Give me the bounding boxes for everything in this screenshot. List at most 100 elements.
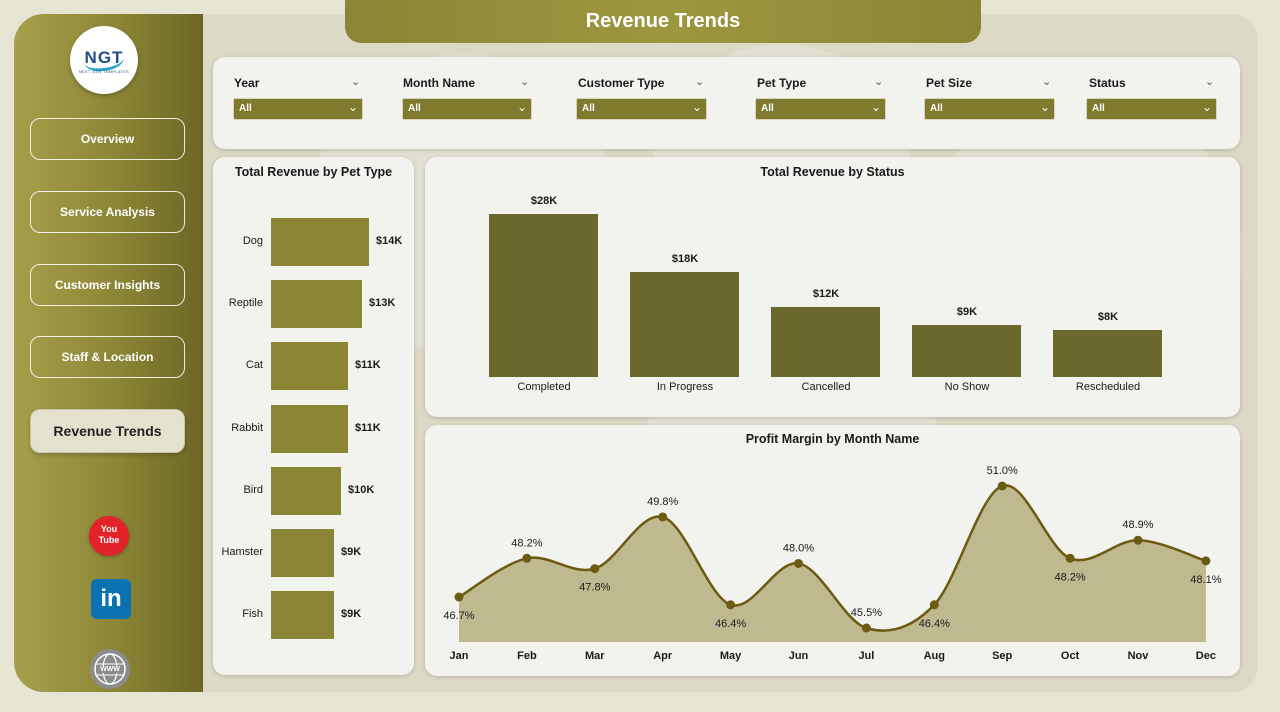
bar-category-label: No Show xyxy=(944,381,990,393)
bar-value-label: $9K xyxy=(341,608,362,621)
data-point-feb[interactable] xyxy=(522,553,532,563)
data-point-nov[interactable] xyxy=(1133,535,1143,545)
bar-category-label: Fish xyxy=(242,608,263,621)
bar-fish[interactable] xyxy=(271,591,334,640)
nav-service-analysis-button[interactable]: Service Analysis xyxy=(30,191,185,233)
data-point-sep[interactable] xyxy=(997,481,1007,491)
bar-category-label: Bird xyxy=(243,483,263,496)
bar-category-label: Dog xyxy=(242,235,263,247)
bar-dog[interactable] xyxy=(271,218,369,266)
data-point-mar[interactable] xyxy=(590,564,600,574)
data-point-jul[interactable] xyxy=(861,623,871,633)
nav-staff-location-button[interactable]: Staff & Location xyxy=(30,336,185,378)
x-tick-label: Mar xyxy=(585,650,605,662)
bar-rescheduled[interactable] xyxy=(1053,330,1162,377)
data-label: 46.4% xyxy=(919,618,950,630)
chevron-down-icon[interactable]: ⌄ xyxy=(1205,76,1215,88)
bar-no-show[interactable] xyxy=(912,324,1021,377)
youtube-text-top: You xyxy=(100,524,118,534)
filter-value: All xyxy=(1092,103,1105,114)
bar-value-label: $10K xyxy=(348,483,375,496)
data-label: 48.9% xyxy=(1122,519,1153,531)
revenue-by-pet-type-card: Total Revenue by Pet Type Dog $14K Reptile… xyxy=(213,157,414,675)
chevron-down-icon: ⌄ xyxy=(1039,100,1050,114)
bar-bird[interactable] xyxy=(271,466,341,515)
data-label: 49.8% xyxy=(647,496,678,508)
filter-value: All xyxy=(239,103,252,114)
bar-category-label: Reptile xyxy=(228,297,263,310)
filter-label: Pet Size xyxy=(926,76,973,90)
youtube-text-bottom: Tube xyxy=(98,535,120,545)
chevron-down-icon[interactable]: ⌄ xyxy=(520,76,530,88)
bar-value-label: $28K xyxy=(530,195,558,207)
chevron-down-icon[interactable]: ⌄ xyxy=(351,76,361,88)
x-tick-label: Sep xyxy=(992,650,1012,662)
bar-category-label: Cat xyxy=(245,359,263,372)
data-point-may[interactable] xyxy=(726,600,736,610)
bar-category-label: Cancelled xyxy=(801,381,851,393)
bar-cat[interactable] xyxy=(271,342,348,391)
filter-dropdown[interactable]: All ⌄ xyxy=(402,98,532,120)
filter-label: Pet Type xyxy=(757,76,807,90)
bar-completed[interactable] xyxy=(489,214,598,377)
data-label: 46.4% xyxy=(715,618,746,630)
x-tick-label: Jun xyxy=(789,650,809,662)
x-tick-label: Nov xyxy=(1128,650,1150,662)
filter-value: All xyxy=(582,103,595,114)
filters-panel: Year ⌄ All ⌄ Month Name ⌄ All ⌄ Customer… xyxy=(213,57,1240,149)
chevron-down-icon: ⌄ xyxy=(1201,100,1212,114)
ngt-logo[interactable]: NGT NEXT GEN TEMPLATES xyxy=(70,26,138,94)
filter-label: Year xyxy=(234,76,260,90)
chevron-down-icon: ⌄ xyxy=(347,100,358,114)
data-label: 48.2% xyxy=(511,537,542,549)
chevron-down-icon[interactable]: ⌄ xyxy=(874,76,884,88)
x-tick-label: Apr xyxy=(653,650,673,662)
data-point-aug[interactable] xyxy=(929,600,939,610)
nav-revenue-trends-button[interactable]: Revenue Trends xyxy=(30,409,185,453)
data-point-jan[interactable] xyxy=(454,592,464,602)
bar-reptile[interactable] xyxy=(271,280,362,329)
bar-cancelled[interactable] xyxy=(771,307,880,377)
data-label: 48.1% xyxy=(1190,574,1221,586)
logo-text: NGT xyxy=(84,48,124,67)
bar-category-label: Rabbit xyxy=(231,421,263,434)
data-label: 48.2% xyxy=(1054,571,1085,583)
filter-dropdown[interactable]: All ⌄ xyxy=(755,98,886,120)
profit-margin-chart: 46.7% Jan 48.2% Feb 47.8% Mar 49.8% Apr 46.4% May… xyxy=(443,465,1221,662)
linkedin-text: in xyxy=(100,585,122,612)
x-tick-label: May xyxy=(720,650,742,662)
profit-margin-by-month-card: Profit Margin by Month Name 46.7% Jan 48.2… xyxy=(425,425,1240,676)
revenue-by-status-card: Total Revenue by Status $28K Completed $18… xyxy=(425,157,1240,417)
bar-rabbit[interactable] xyxy=(271,404,348,453)
filter-dropdown[interactable]: All ⌄ xyxy=(1086,98,1217,120)
data-point-jun[interactable] xyxy=(794,558,803,568)
chevron-down-icon: ⌄ xyxy=(870,100,881,114)
chevron-down-icon: ⌄ xyxy=(516,100,527,114)
bar-hamster[interactable] xyxy=(271,529,334,577)
chart-title: Profit Margin by Month Name xyxy=(745,432,920,446)
website-globe-icon[interactable]: WWW xyxy=(90,649,130,689)
filter-dropdown[interactable]: All ⌄ xyxy=(924,98,1055,120)
filter-dropdown[interactable]: All ⌄ xyxy=(576,98,707,120)
nav-customer-insights-button[interactable]: Customer Insights xyxy=(30,264,185,306)
bar-value-label: $12K xyxy=(812,288,840,301)
chevron-down-icon[interactable]: ⌄ xyxy=(695,76,705,88)
bar-category-label: In Progress xyxy=(656,381,714,393)
youtube-icon[interactable]: You Tube xyxy=(89,516,129,556)
bar-value-label: $11K xyxy=(355,421,381,434)
bar-value-label: $11K xyxy=(355,359,381,372)
x-tick-label: Feb xyxy=(517,650,537,662)
bar-value-label: $14K xyxy=(376,235,403,247)
chevron-down-icon[interactable]: ⌄ xyxy=(1042,76,1052,88)
data-point-oct[interactable] xyxy=(1065,553,1075,563)
nav-overview-button[interactable]: Overview xyxy=(30,118,185,160)
data-label: 48.0% xyxy=(783,542,814,554)
filter-dropdown[interactable]: All ⌄ xyxy=(233,98,363,120)
filter-label: Customer Type xyxy=(578,76,665,90)
data-point-dec[interactable] xyxy=(1201,556,1211,566)
linkedin-icon[interactable]: in xyxy=(91,579,131,619)
data-point-apr[interactable] xyxy=(658,512,668,522)
chart-title: Total Revenue by Status xyxy=(760,165,905,179)
bar-in-progress[interactable] xyxy=(630,272,739,377)
x-tick-label: Dec xyxy=(1196,650,1216,662)
